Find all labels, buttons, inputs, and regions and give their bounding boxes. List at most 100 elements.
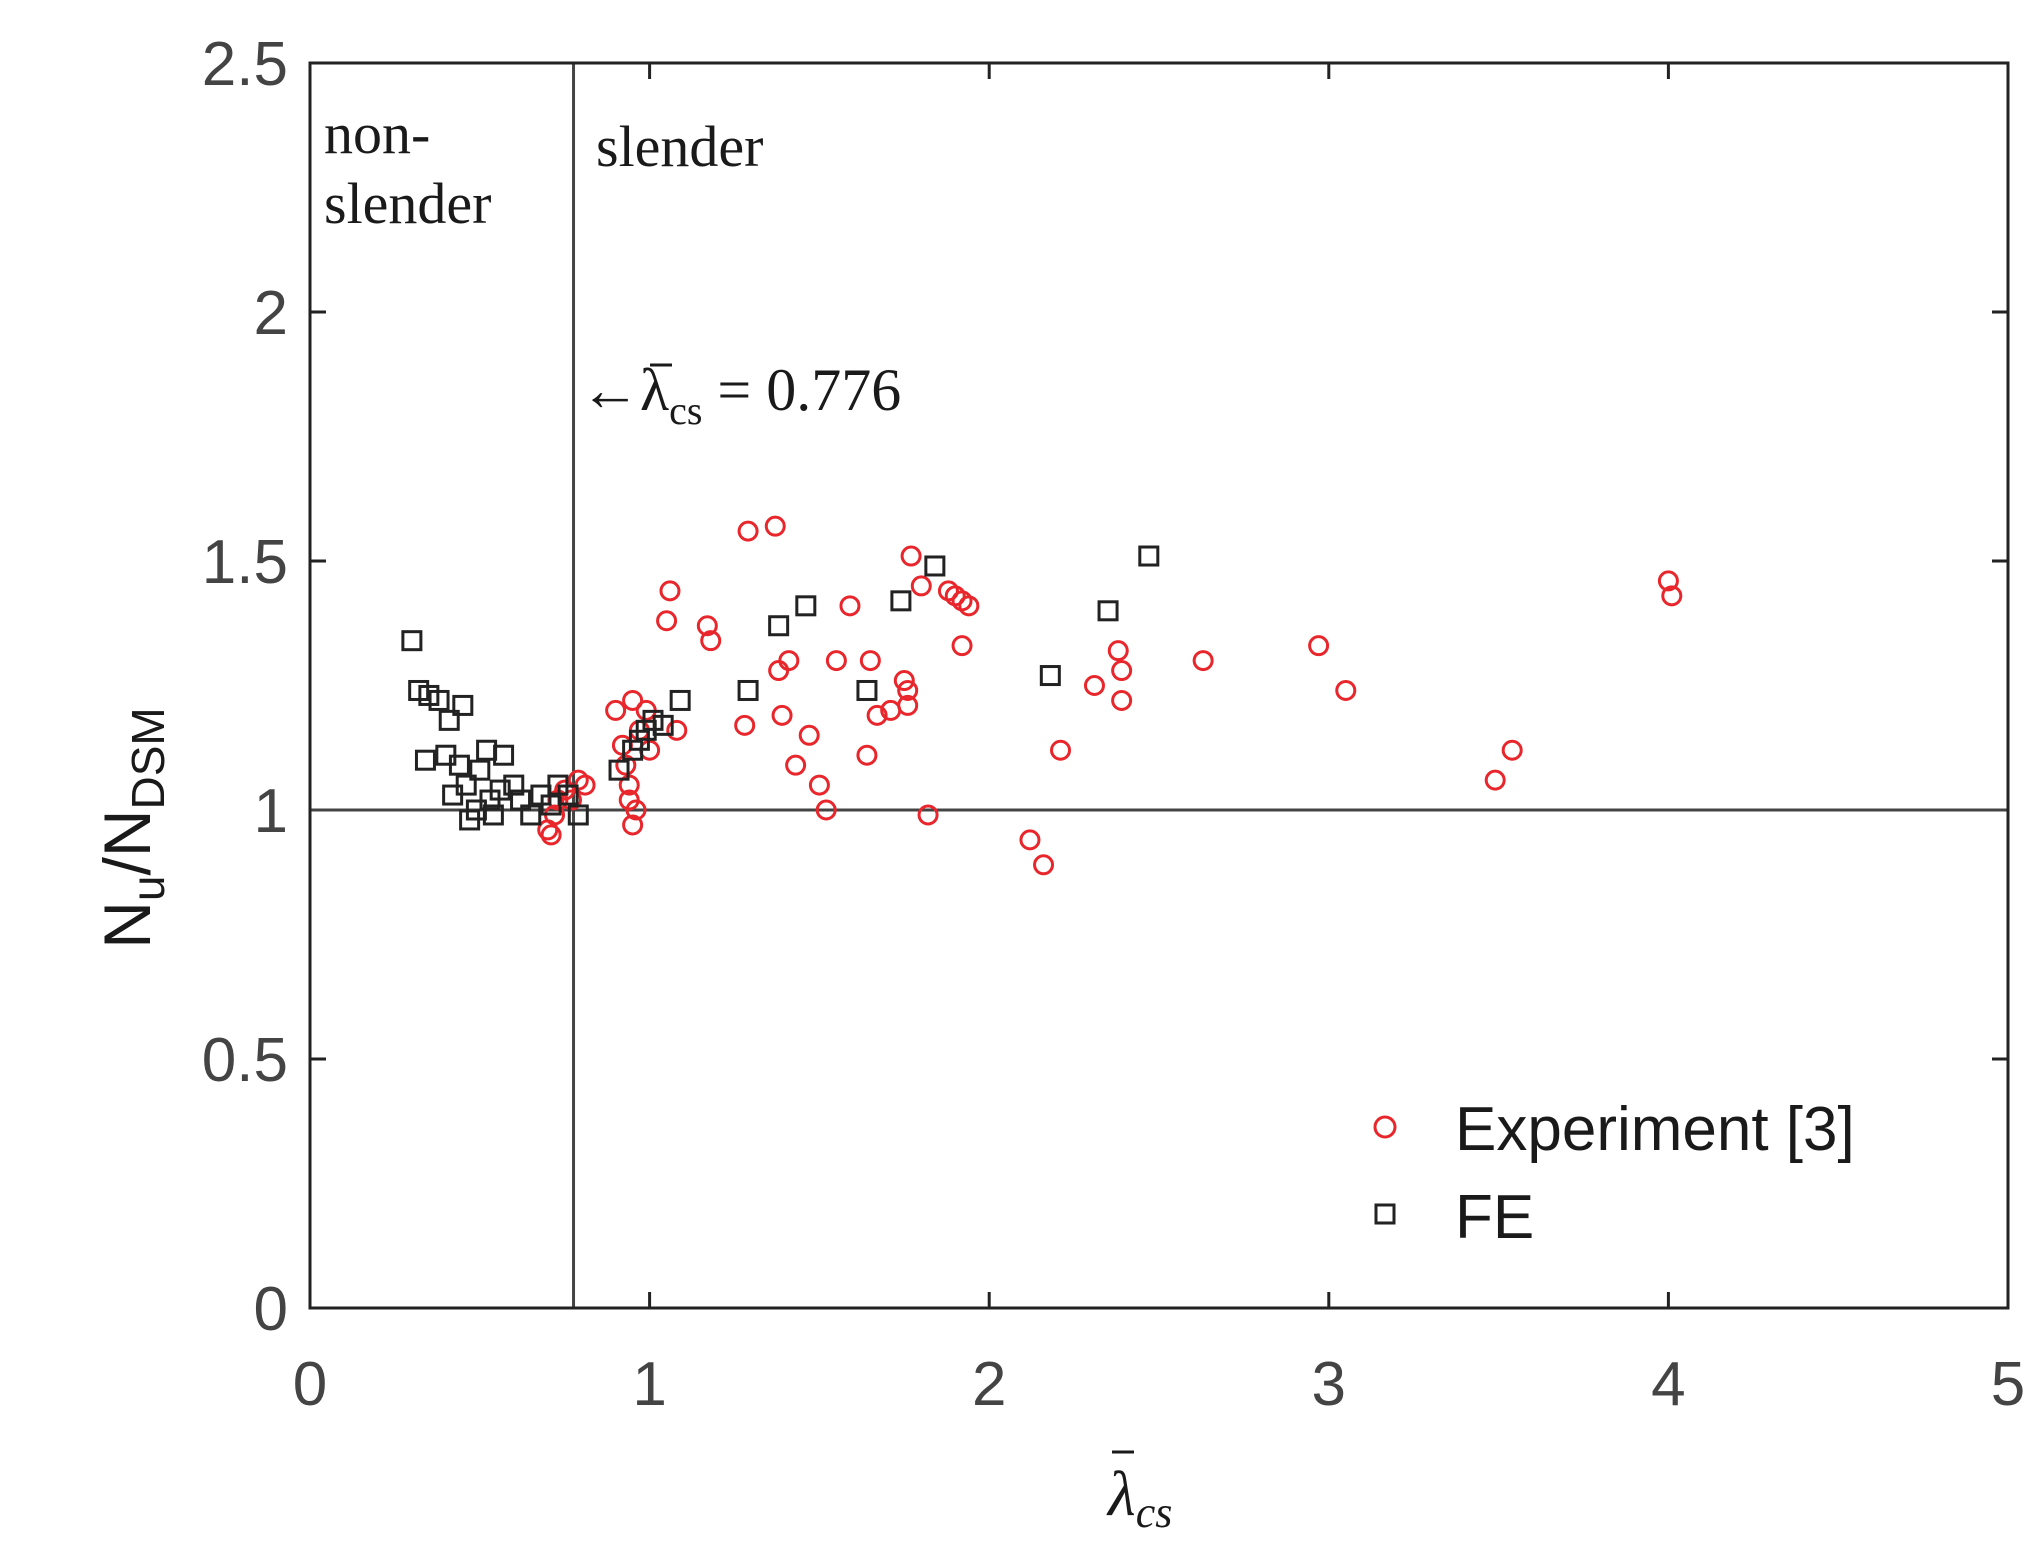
experiment-point [900, 545, 922, 567]
fe-point [856, 679, 878, 701]
legend: Experiment [3] FE [1373, 1095, 1855, 1252]
fe-point [1097, 600, 1119, 622]
experiment-point [893, 670, 915, 692]
y-axis-label-n2: N [90, 809, 164, 857]
x-tick-label: 0 [293, 1350, 327, 1419]
fe-point [669, 689, 691, 711]
fe-point [493, 744, 515, 766]
fe-point [1039, 665, 1061, 687]
x-tick-label: 2 [972, 1350, 1006, 1419]
fe-point [438, 709, 460, 731]
experiment-point [825, 650, 847, 672]
x-tick-label: 4 [1651, 1350, 1685, 1419]
legend-fe-label: FE [1455, 1183, 1534, 1252]
fe-point [448, 754, 470, 776]
threshold-arrow: ← [580, 357, 640, 423]
experiment-point [1501, 739, 1523, 761]
experiment-point [839, 595, 861, 617]
x-axis-label: λcs [1106, 1458, 1172, 1537]
region-left-label-line2: slender [324, 171, 492, 236]
y-tick-labels: 0 0.5 1 1.5 2 2.5 [202, 30, 288, 1344]
y-axis-label-n1: N [90, 901, 164, 949]
experiment-point [737, 520, 759, 542]
fe-point [452, 694, 474, 716]
threshold-subscript: cs [669, 388, 702, 433]
threshold-value: = 0.776 [702, 357, 901, 423]
experiment-point [540, 824, 562, 846]
experiment-point [1192, 650, 1214, 672]
experiment-point [622, 689, 644, 711]
fe-point [428, 689, 450, 711]
experiment-point [958, 595, 980, 617]
experiment-point [917, 804, 939, 826]
experiment-point [771, 704, 793, 726]
x-tick-label: 3 [1312, 1350, 1346, 1419]
plot-frame [308, 61, 2010, 1310]
y-tick-label: 0.5 [202, 1026, 288, 1095]
fe-point [768, 615, 790, 637]
experiment-point [605, 699, 627, 721]
experiment-point [696, 615, 718, 637]
y-axis-label: Nu/NDSM [90, 707, 174, 949]
region-right-label: slender [596, 114, 764, 179]
threshold-annotation: ←λcs = 0.776 [580, 357, 901, 433]
experiment-point [815, 799, 837, 821]
y-tick-label: 2.5 [202, 30, 288, 99]
experiment-point [866, 704, 888, 726]
fe-point [890, 590, 912, 612]
experiment-point [897, 694, 919, 716]
experiment-point [951, 635, 973, 657]
experiment-point [1107, 640, 1129, 662]
experiment-point [808, 774, 830, 796]
x-axis-label-subscript: cs [1136, 1488, 1173, 1537]
experiment-point [666, 719, 688, 741]
experiment-point [1111, 689, 1133, 711]
experiment-point [1033, 854, 1055, 876]
experiment-point [1484, 769, 1506, 791]
fe-point [795, 595, 817, 617]
legend-experiment-marker [1373, 1115, 1397, 1139]
experiment-point [1019, 829, 1041, 851]
reference-lines [310, 63, 2008, 1308]
fe-point [608, 759, 630, 781]
experiment-point [778, 650, 800, 672]
experiment-point [1083, 675, 1105, 696]
y-tick-label: 1.5 [202, 528, 288, 597]
threshold-symbol: λ [640, 357, 669, 423]
experiment-point [856, 744, 878, 766]
experiment-point [897, 679, 919, 701]
experiment-point [859, 650, 881, 672]
fe-point [737, 679, 759, 701]
fe-point [567, 804, 589, 826]
x-tick-label: 5 [1991, 1350, 2025, 1419]
fe-point [401, 630, 423, 652]
experiment-point [700, 630, 722, 652]
experiment-point [625, 799, 647, 821]
experiment-point [734, 714, 756, 736]
experiment-point [615, 754, 637, 776]
legend-fe-marker [1374, 1203, 1396, 1225]
experiment-point [656, 610, 678, 632]
data-points [401, 515, 1683, 876]
fe-point [924, 555, 946, 577]
experiment-point [1661, 585, 1683, 607]
y-tick-label: 1 [254, 777, 288, 846]
y-tick-label: 2 [254, 279, 288, 348]
experiment-point [785, 754, 807, 776]
legend-experiment-label: Experiment [3] [1455, 1095, 1855, 1164]
fe-point [489, 779, 511, 801]
fe-point [520, 804, 542, 826]
experiment-point [1657, 570, 1679, 592]
experiment-point [1308, 635, 1330, 657]
y-axis-label-sub1: u [122, 875, 174, 901]
y-axis-label-slash: / [90, 856, 164, 875]
y-axis-label-sub2: DSM [122, 707, 174, 809]
fe-point [469, 759, 491, 781]
experiment-point [798, 724, 820, 746]
x-axis-label-symbol: λ [1106, 1458, 1136, 1529]
fe-point [1138, 545, 1160, 567]
fe-point [652, 714, 674, 736]
